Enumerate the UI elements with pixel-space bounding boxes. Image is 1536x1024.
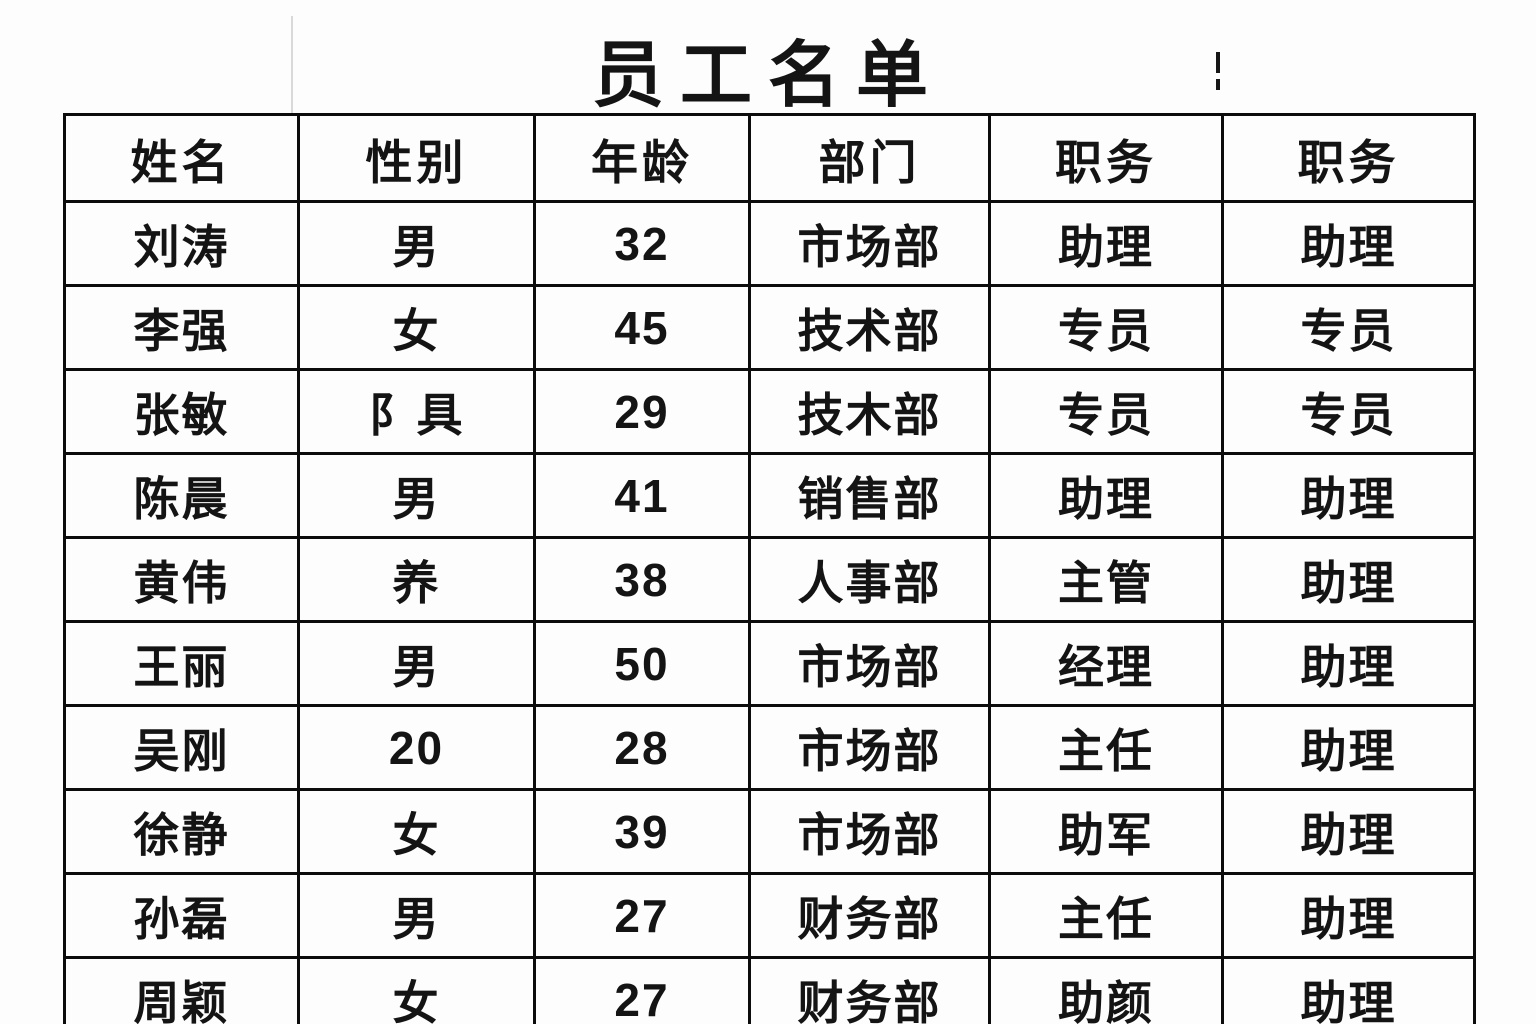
faint-vertical-line xyxy=(291,16,293,113)
cell-age: 41 xyxy=(533,452,751,539)
header-row: 姓名 性别 年龄 部门 职务 职务 xyxy=(63,113,1476,203)
cell-department: 技木部 xyxy=(748,368,991,455)
cell-gender: 男 xyxy=(297,872,536,959)
cell-department: 销售部 xyxy=(748,452,991,539)
cell-position-2: 专员 xyxy=(1221,284,1476,371)
cell-name: 吴刚 xyxy=(63,704,300,791)
cell-position-2: 助理 xyxy=(1221,536,1476,623)
cell-position-2: 专员 xyxy=(1221,368,1476,455)
cell-position-2: 助理 xyxy=(1221,704,1476,791)
table-row: 周颖 女 27 财务部 助颜 助理 xyxy=(63,956,1476,1024)
cell-age: 38 xyxy=(533,536,751,623)
header-name: 姓名 xyxy=(63,113,300,203)
cell-department: 人事部 xyxy=(748,536,991,623)
cell-gender: 男 xyxy=(297,452,536,539)
cell-name: 刘涛 xyxy=(63,200,300,287)
table-row: 黄伟 养 38 人事部 主管 助理 xyxy=(63,536,1476,623)
cell-position-2: 助理 xyxy=(1221,200,1476,287)
cell-gender: 男 xyxy=(297,200,536,287)
cell-name: 徐静 xyxy=(63,788,300,875)
cell-position-2: 助理 xyxy=(1221,956,1476,1024)
cell-gender: 女 xyxy=(297,788,536,875)
cell-age: 28 xyxy=(533,704,751,791)
cell-department: 市场部 xyxy=(748,200,991,287)
cell-gender: 阝具 xyxy=(297,368,536,455)
cell-name: 孙磊 xyxy=(63,872,300,959)
cell-department: 财务部 xyxy=(748,956,991,1024)
cell-department: 技术部 xyxy=(748,284,991,371)
cell-position-2: 助理 xyxy=(1221,452,1476,539)
cell-department: 市场部 xyxy=(748,788,991,875)
cell-age: 32 xyxy=(533,200,751,287)
cell-position: 经理 xyxy=(988,620,1224,707)
cell-department: 财务部 xyxy=(748,872,991,959)
table-row: 徐静 女 39 市场部 助军 助理 xyxy=(63,788,1476,875)
cell-gender: 女 xyxy=(297,956,536,1024)
cell-name: 王丽 xyxy=(63,620,300,707)
header-gender: 性别 xyxy=(297,113,536,203)
table-row: 陈晨 男 41 销售部 助理 助理 xyxy=(63,452,1476,539)
table-row: 张敏 阝具 29 技木部 专员 专员 xyxy=(63,368,1476,455)
cell-name: 李强 xyxy=(63,284,300,371)
dash-mark-artifact xyxy=(1216,79,1220,90)
cell-department: 市场部 xyxy=(748,620,991,707)
table-row: 孙磊 男 27 财务部 主任 助理 xyxy=(63,872,1476,959)
cell-position: 助理 xyxy=(988,200,1224,287)
cell-position: 助军 xyxy=(988,788,1224,875)
header-position-2: 职务 xyxy=(1221,113,1476,203)
page-title: 员工名单 xyxy=(591,36,944,116)
table-row: 王丽 男 50 市场部 经理 助理 xyxy=(63,620,1476,707)
cell-position-2: 助理 xyxy=(1221,788,1476,875)
cell-age: 45 xyxy=(533,284,751,371)
cell-department: 市场部 xyxy=(748,704,991,791)
header-position: 职务 xyxy=(988,113,1224,203)
cell-position: 专员 xyxy=(988,284,1224,371)
cell-name: 张敏 xyxy=(63,368,300,455)
cell-name: 黄伟 xyxy=(63,536,300,623)
cell-position: 助颜 xyxy=(988,956,1224,1024)
cell-position: 助理 xyxy=(988,452,1224,539)
cell-gender: 男 xyxy=(297,620,536,707)
header-age: 年龄 xyxy=(533,113,751,203)
table-row: 刘涛 男 32 市场部 助理 助理 xyxy=(63,200,1476,287)
table-row: 吴刚 20 28 市场部 主任 助理 xyxy=(63,704,1476,791)
cell-position-2: 助理 xyxy=(1221,872,1476,959)
cell-position: 主任 xyxy=(988,704,1224,791)
dash-mark-artifact xyxy=(1216,52,1220,73)
cell-gender: 女 xyxy=(297,284,536,371)
cell-position: 主管 xyxy=(988,536,1224,623)
cell-position: 专员 xyxy=(988,368,1224,455)
employee-table: 姓名 性别 年龄 部门 职务 职务 刘涛 男 32 市场部 助理 助理 李强 女… xyxy=(63,113,1476,1024)
cell-age: 29 xyxy=(533,368,751,455)
header-department: 部门 xyxy=(748,113,991,203)
cell-gender: 养 xyxy=(297,536,536,623)
cell-position: 主任 xyxy=(988,872,1224,959)
cell-position-2: 助理 xyxy=(1221,620,1476,707)
table-row: 李强 女 45 技术部 专员 专员 xyxy=(63,284,1476,371)
cell-age: 50 xyxy=(533,620,751,707)
cell-gender: 20 xyxy=(297,704,536,791)
cell-name: 陈晨 xyxy=(63,452,300,539)
cell-age: 27 xyxy=(533,956,751,1024)
cell-age: 39 xyxy=(533,788,751,875)
cell-name: 周颖 xyxy=(63,956,300,1024)
cell-age: 27 xyxy=(533,872,751,959)
